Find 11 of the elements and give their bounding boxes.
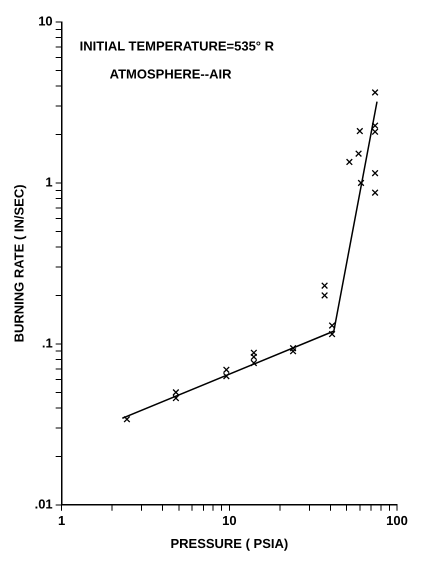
x-tick-label: 100 (386, 513, 408, 528)
y-tick-label: .1 (42, 335, 53, 350)
annotation: ATMOSPHERE--AIR (110, 66, 232, 82)
x-axis-title: PRESSURE ( PSIA) (170, 536, 288, 551)
x-tick-label: 1 (58, 513, 66, 528)
y-axis-title: BURNING RATE ( IN/SEC) (11, 184, 26, 342)
x-tick-label: 10 (222, 513, 237, 528)
y-tick-label: .01 (34, 496, 53, 512)
y-tick-label: 1 (45, 174, 53, 190)
annotation: INITIAL TEMPERATURE=535° R (80, 38, 275, 54)
y-tick-label: 10 (38, 14, 53, 29)
